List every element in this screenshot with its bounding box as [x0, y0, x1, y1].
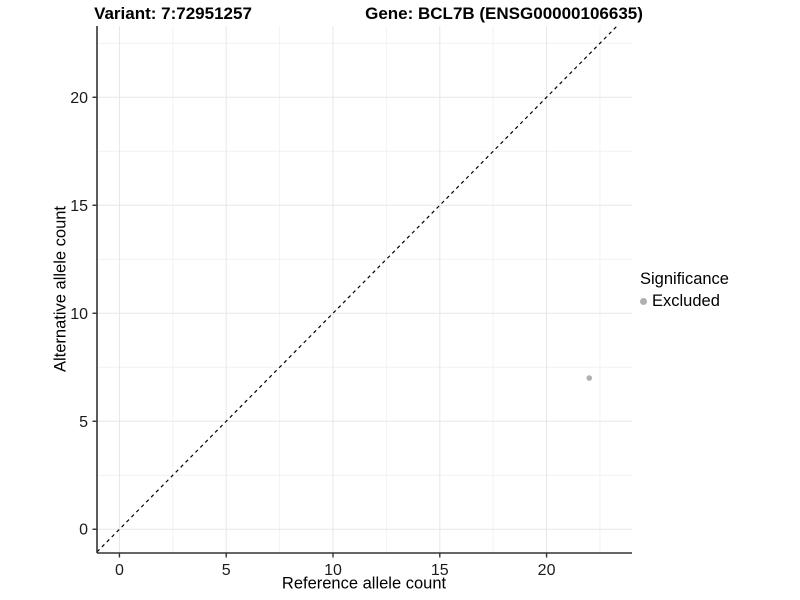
legend: Significance Excluded	[640, 270, 729, 311]
y-tick-label: 0	[79, 522, 88, 539]
x-tick-label: 10	[324, 562, 342, 579]
x-tick-label: 5	[222, 562, 231, 579]
y-tick-label: 5	[79, 414, 88, 431]
legend-title: Significance	[640, 270, 729, 288]
identity-reference-line	[96, 25, 618, 553]
x-tick-label: 15	[431, 562, 449, 579]
gene-title: Gene: BCL7B (ENSG00000106635)	[365, 4, 643, 23]
variant-title: Variant: 7:72951257	[94, 4, 252, 23]
x-tick-label: 0	[115, 562, 124, 579]
legend-item-label: Excluded	[652, 292, 720, 310]
y-axis-label: Alternative allele count	[51, 205, 70, 373]
x-tick-label: 20	[538, 562, 556, 579]
legend-item-excluded: Excluded	[640, 291, 729, 311]
excluded-point-icon	[640, 297, 647, 305]
y-tick-label: 15	[70, 198, 88, 215]
y-tick-label: 20	[70, 90, 88, 107]
data-point-excluded	[586, 375, 593, 381]
y-tick-label: 10	[70, 306, 88, 323]
x-axis-label: Reference allele count	[281, 574, 447, 593]
